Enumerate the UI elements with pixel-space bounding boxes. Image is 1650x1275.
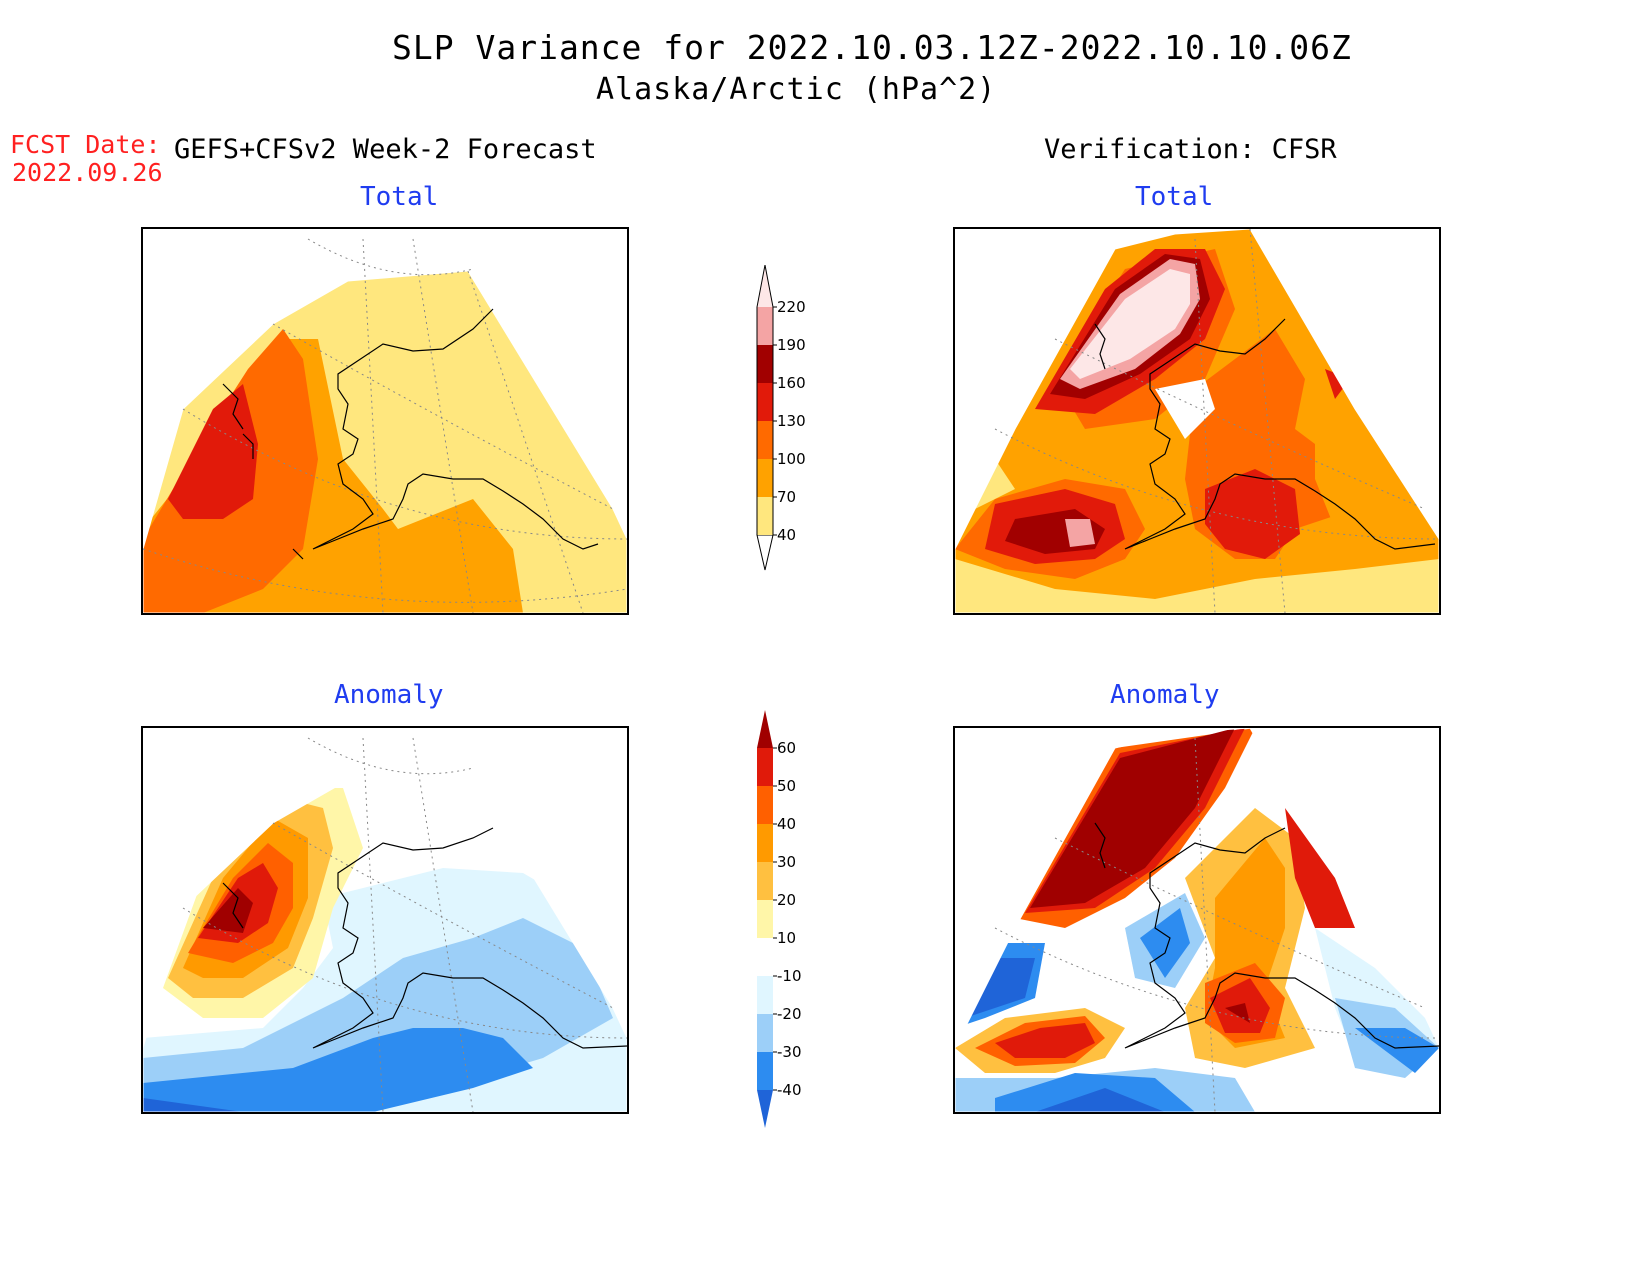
forecast-total-title: Total — [360, 182, 439, 212]
total-colorbar-tick-label: 160 — [777, 374, 806, 392]
total-colorbar: 40 70 100 130 160 190 220 — [756, 265, 806, 571]
anomaly-colorbar-cell — [757, 900, 773, 938]
anomaly-colorbar-tick-label: -40 — [777, 1081, 802, 1099]
total-colorbar-cell — [757, 383, 773, 421]
total-colorbar-tick-label: 70 — [777, 488, 796, 506]
anomaly-colorbar-cell — [757, 862, 773, 900]
anomaly-colorbar-tick-label: -10 — [777, 967, 802, 985]
total-colorbar-top-extension — [757, 265, 773, 307]
verification-anomaly-title: Anomaly — [1110, 680, 1220, 710]
anomaly-colorbar-tick-label: 10 — [777, 929, 796, 947]
anomaly-colorbar-cell — [757, 938, 773, 976]
anomaly-colorbar-tick-label: 50 — [777, 777, 796, 795]
anomaly-colorbar-tick-label: 40 — [777, 815, 796, 833]
fcst-date-label: FCST Date: — [10, 130, 161, 159]
fcst-date-value: 2022.09.26 — [12, 158, 163, 187]
anomaly-colorbar-cell — [757, 824, 773, 862]
total-colorbar-cell — [757, 345, 773, 383]
total-colorbar-tick-label: 220 — [777, 298, 806, 316]
total-colorbar-cell — [757, 497, 773, 535]
page-title: SLP Variance for 2022.10.03.12Z-2022.10.… — [392, 28, 1352, 67]
total-colorbar-tick-label: 190 — [777, 336, 806, 354]
anomaly-colorbar-cell — [757, 1014, 773, 1052]
anomaly-colorbar-cell — [757, 786, 773, 824]
anomaly-colorbar-cell — [757, 748, 773, 786]
anomaly-colorbar-cell — [757, 976, 773, 1014]
anomaly-colorbar: -40 -30 -20 -10 10 20 30 40 50 60 — [757, 710, 802, 1128]
total-colorbar-cell — [757, 307, 773, 345]
verification-anomaly-map — [953, 726, 1441, 1114]
verification-total-title: Total — [1135, 182, 1214, 212]
total-colorbar-cell — [757, 459, 773, 497]
total-colorbar-tick-label: 40 — [777, 526, 796, 544]
total-colorbar-cell — [757, 421, 773, 459]
anomaly-colorbar-tick-label: 60 — [777, 739, 796, 757]
anomaly-colorbar-tick-label: 30 — [777, 853, 796, 871]
total-colorbar-tick-label: 130 — [777, 412, 806, 430]
anomaly-colorbar-tick-label: -20 — [777, 1005, 802, 1023]
anomaly-colorbar-tick-label: 20 — [777, 891, 796, 909]
page-subtitle: Alaska/Arctic (hPa^2) — [596, 72, 997, 107]
anomaly-colorbar-cell — [757, 1052, 773, 1090]
verification-total-map — [953, 227, 1441, 615]
anomaly-colorbar-tick-label: -30 — [777, 1043, 802, 1061]
anomaly-colorbar-top-extension — [757, 710, 773, 748]
forecast-anomaly-title: Anomaly — [334, 680, 444, 710]
verification-column-header: Verification: CFSR — [1044, 134, 1337, 165]
forecast-total-map — [141, 227, 629, 615]
forecast-anomaly-map — [141, 726, 629, 1114]
forecast-column-header: GEFS+CFSv2 Week-2 Forecast — [174, 134, 597, 165]
anomaly-colorbar-bottom-extension — [757, 1090, 773, 1128]
total-colorbar-tick-label: 100 — [777, 450, 806, 468]
total-colorbar-bottom-extension — [756, 534, 774, 571]
